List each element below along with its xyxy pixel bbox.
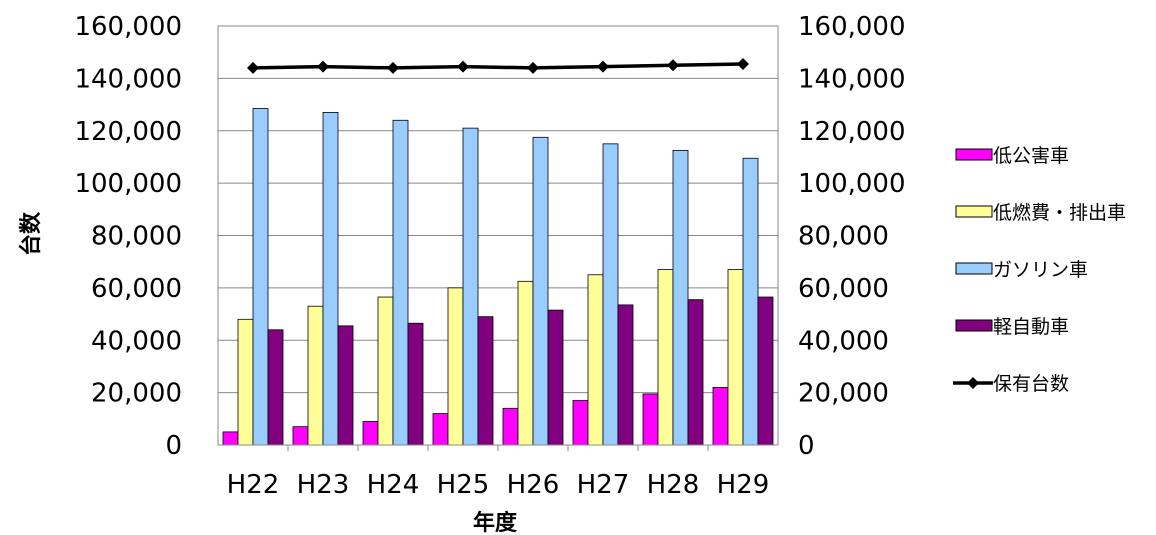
bar <box>407 322 424 446</box>
total-line-series <box>247 57 749 74</box>
y-tick-label: 120,000 <box>74 117 182 147</box>
line-point <box>457 60 469 73</box>
x-tick-label: H29 <box>717 470 770 500</box>
bar <box>307 305 324 446</box>
legend-swatch <box>955 148 993 161</box>
bar <box>727 269 744 446</box>
x-tick-label: H22 <box>227 470 280 500</box>
bar <box>252 108 269 446</box>
y-tick-label: 80,000 <box>91 222 182 252</box>
y2-axis-ticks: 0 20,000 40,000 60,000 80,000 100,000 120,000 1… <box>798 12 906 461</box>
bar <box>602 143 619 446</box>
legend-marker <box>967 377 979 389</box>
bar <box>267 329 284 446</box>
bar <box>642 393 659 446</box>
bar <box>657 269 674 446</box>
y2-tick-label: 100,000 <box>798 169 906 199</box>
line-point <box>527 61 539 74</box>
bar <box>322 112 339 446</box>
bar <box>757 296 774 446</box>
legend-swatch <box>955 205 993 218</box>
y-tick-label: 0 <box>165 431 182 461</box>
bar <box>392 119 409 446</box>
bar <box>572 400 589 446</box>
bar <box>742 157 759 446</box>
y2-tick-label: 80,000 <box>798 222 889 252</box>
y-tick-label: 140,000 <box>74 64 182 94</box>
bar <box>517 280 534 446</box>
y-tick-label: 160,000 <box>74 12 182 42</box>
bar <box>712 386 729 446</box>
bar <box>672 149 689 446</box>
x-tick-label: H25 <box>437 470 490 500</box>
line-point <box>387 61 399 74</box>
y-axis-title: 台数 <box>18 211 44 256</box>
y-tick-label: 40,000 <box>91 326 182 356</box>
bar <box>377 296 394 446</box>
legend-label: ガソリン車 <box>993 259 1088 281</box>
line-point <box>597 60 609 73</box>
series-line <box>252 62 744 70</box>
bar <box>532 136 549 446</box>
bar <box>337 325 354 446</box>
bar <box>222 431 239 446</box>
x-tick-label: H28 <box>647 470 700 500</box>
y2-tick-label: 140,000 <box>798 64 906 94</box>
y-tick-label: 100,000 <box>74 169 182 199</box>
legend-label: 低公害車 <box>993 145 1069 167</box>
legend-label: 低燃費・排出車 <box>993 202 1126 224</box>
x-tick-label: H27 <box>577 470 630 500</box>
bar <box>292 426 309 446</box>
x-axis-ticks: H22 H23 H24 H25 H26 H27 H28 H29 <box>227 445 770 500</box>
line-point <box>667 59 679 72</box>
bar <box>547 309 564 446</box>
legend-swatch <box>955 319 993 332</box>
line-point <box>737 57 749 70</box>
bar <box>617 304 634 446</box>
legend-item: 低公害車 <box>955 145 1069 167</box>
legend-item: ガソリン車 <box>955 259 1088 281</box>
y-tick-label: 60,000 <box>91 274 182 304</box>
bar <box>462 127 479 446</box>
bar <box>587 274 604 446</box>
legend-label: 保有台数 <box>993 373 1069 395</box>
bar <box>687 299 704 446</box>
legend-label: 軽自動車 <box>993 316 1069 338</box>
bar <box>502 407 519 446</box>
bar <box>447 287 464 446</box>
y2-tick-label: 160,000 <box>798 12 906 42</box>
y2-tick-label: 40,000 <box>798 326 889 356</box>
bar <box>237 318 254 446</box>
x-tick-label: H26 <box>507 470 560 500</box>
y-axis-ticks: 0 20,000 40,000 60,000 80,000 100,000 120,000 1… <box>74 12 182 461</box>
bars <box>222 108 774 446</box>
y2-tick-label: 60,000 <box>798 274 889 304</box>
x-tick-label: H23 <box>297 470 350 500</box>
bar <box>477 316 494 446</box>
legend-item: 保有台数 <box>953 373 1069 395</box>
bar <box>432 413 449 446</box>
y2-tick-label: 20,000 <box>798 379 889 409</box>
x-axis-title: 年度 <box>473 510 518 535</box>
y-tick-label: 20,000 <box>91 379 182 409</box>
line-point <box>317 60 329 73</box>
line-point <box>247 61 259 74</box>
legend-swatch <box>955 262 993 275</box>
legend-item: 低燃費・排出車 <box>955 202 1126 224</box>
legend-item: 軽自動車 <box>955 316 1069 338</box>
y2-tick-label: 0 <box>798 431 815 461</box>
bar <box>362 421 379 446</box>
y2-tick-label: 120,000 <box>798 117 906 147</box>
x-tick-label: H24 <box>367 470 420 500</box>
